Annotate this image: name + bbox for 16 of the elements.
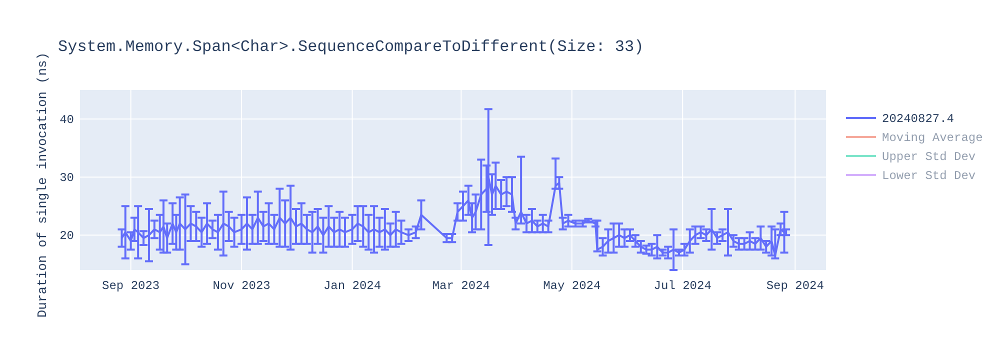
x-tick-label: Mar 2024 — [432, 279, 490, 293]
x-tick-label: Sep 2023 — [102, 279, 160, 293]
legend-label: Upper Std Dev — [882, 150, 976, 164]
x-tick-label: Nov 2023 — [212, 279, 270, 293]
x-tick-label: May 2024 — [543, 279, 601, 293]
x-tick-label: Sep 2024 — [766, 279, 824, 293]
chart-title: System.Memory.Span<Char>.SequenceCompareToDifferent(Size: 33) — [58, 38, 644, 56]
legend-label: 20240827.4 — [882, 112, 954, 126]
legend-label: Moving Average — [882, 131, 983, 145]
x-tick-label: Jan 2024 — [323, 279, 382, 293]
legend-label: Lower Std Dev — [882, 169, 976, 183]
y-axis-title: Duration of single invocation (ns) — [35, 52, 50, 318]
y-tick-label: 40 — [60, 113, 74, 128]
y-tick-label: 20 — [60, 229, 74, 244]
y-tick-label: 30 — [60, 171, 74, 186]
x-tick-label: Jul 2024 — [654, 279, 712, 293]
